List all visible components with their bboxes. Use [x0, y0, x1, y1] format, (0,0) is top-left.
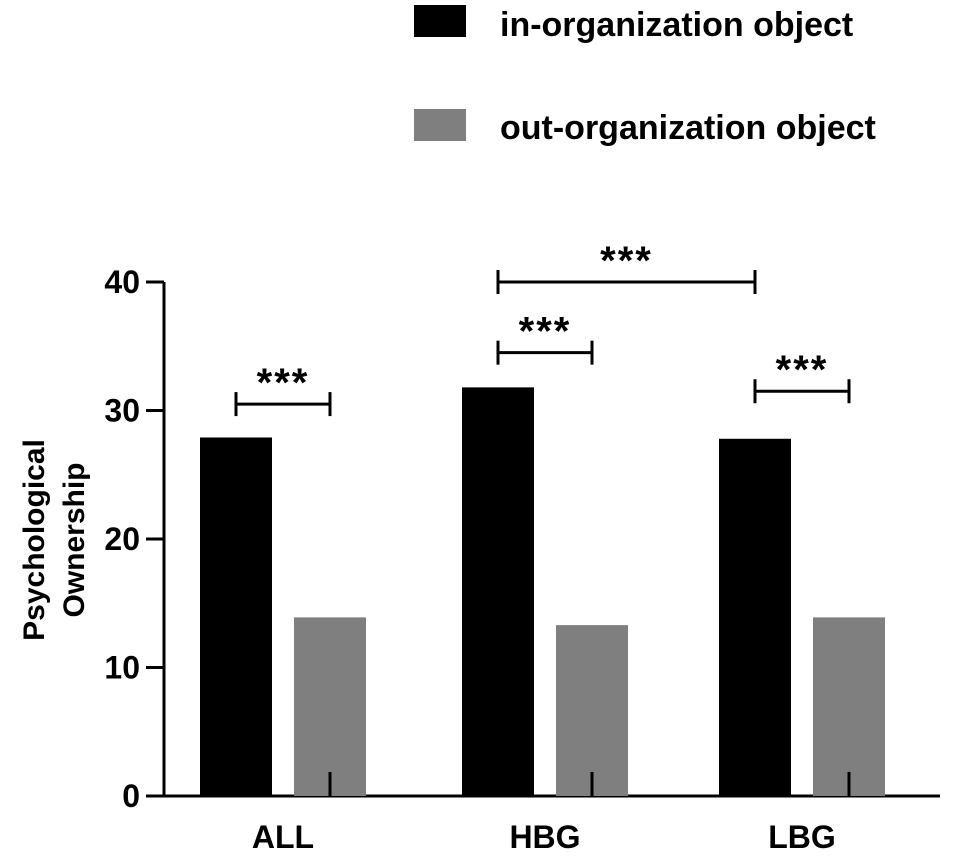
y-tick-label: 30	[104, 393, 140, 429]
significance-bracket: ***	[234, 361, 332, 417]
bar-hbg-out-organization	[556, 625, 628, 796]
y-tick-label: 20	[104, 521, 140, 557]
legend-label-out-organization: out-organization object	[500, 109, 876, 147]
legend-swatch-in-organization	[414, 5, 466, 37]
bar-all-in-organization	[200, 437, 272, 796]
bar-all-out-organization	[294, 617, 366, 796]
y-tick-label: 0	[122, 778, 140, 814]
bar-hbg-in-organization	[462, 387, 534, 796]
legend: in-organization object out-organization …	[414, 5, 876, 147]
y-axis-label-line-2: Ownership	[58, 462, 91, 617]
significance-bracket: ***	[496, 310, 594, 365]
y-tick-label: 10	[104, 650, 140, 686]
y-axis-label-line-1: Psychological	[18, 439, 51, 641]
x-tick-label-hbg: HBG	[509, 819, 580, 855]
significance-label: ***	[519, 310, 572, 354]
x-tick-label-lbg: LBG	[768, 819, 836, 855]
significance-bracket: ***	[753, 348, 851, 404]
significance-label: ***	[600, 239, 653, 283]
legend-label-in-organization: in-organization object	[500, 6, 853, 44]
significance-bracket: ***	[496, 239, 757, 294]
bar-lbg-in-organization	[719, 438, 791, 796]
legend-swatch-out-organization	[414, 109, 466, 141]
y-tick-label: 40	[104, 264, 140, 300]
significance-label: ***	[257, 361, 310, 405]
bar-lbg-out-organization	[813, 617, 885, 796]
significance-label: ***	[776, 348, 829, 392]
x-tick-label-all: ALL	[252, 819, 314, 855]
